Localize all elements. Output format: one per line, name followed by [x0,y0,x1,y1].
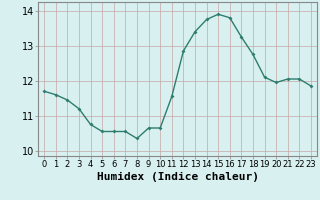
X-axis label: Humidex (Indice chaleur): Humidex (Indice chaleur) [97,172,259,182]
